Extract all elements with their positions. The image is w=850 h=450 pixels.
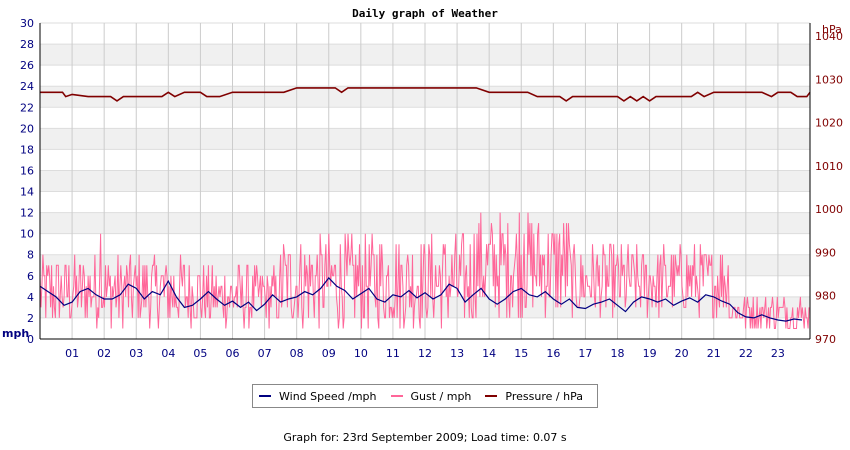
x-tick-label: 19 bbox=[643, 347, 657, 360]
y-right-tick-labels: 970 980 990 1000 1010 1020 1030 1040 bbox=[815, 30, 843, 346]
pressure-series bbox=[40, 87, 811, 102]
y-left-tick-label: 28 bbox=[20, 38, 34, 51]
y-left-unit-label: mph bbox=[2, 327, 29, 340]
x-tick-labels: 01 02 03 04 05 06 07 08 09 10 11 12 13 14 15 16 17 18 19 20… bbox=[65, 347, 785, 360]
pressure-line bbox=[40, 87, 811, 102]
y-left-tick-label: 20 bbox=[20, 122, 34, 135]
x-tick-label: 17 bbox=[578, 347, 592, 360]
x-tick-label: 12 bbox=[418, 347, 432, 360]
y-left-tick-label: 14 bbox=[20, 186, 34, 199]
x-tick-label: 05 bbox=[193, 347, 207, 360]
y-left-tick-label: 10 bbox=[20, 228, 34, 241]
gust-series bbox=[39, 212, 810, 329]
legend-label-gust: Gust / mph bbox=[410, 389, 472, 403]
y-left-tick-label: 6 bbox=[27, 270, 34, 283]
x-tick-label: 10 bbox=[354, 347, 368, 360]
wind-speed-series bbox=[39, 276, 803, 322]
x-tick-label: 07 bbox=[258, 347, 272, 360]
y-right-tick-label: 1010 bbox=[815, 160, 843, 173]
x-tick-label: 01 bbox=[65, 347, 79, 360]
legend-item-wind: Wind Speed /mph bbox=[259, 390, 377, 403]
y-left-tick-label: 18 bbox=[20, 143, 34, 156]
x-tick-label: 22 bbox=[739, 347, 753, 360]
legend-label-wind: Wind Speed /mph bbox=[279, 389, 377, 403]
y-right-tick-label: 1030 bbox=[815, 73, 843, 86]
x-tick-label: 18 bbox=[611, 347, 625, 360]
wind-speed-line bbox=[39, 276, 803, 322]
y-right-tick-label: 1000 bbox=[815, 203, 843, 216]
x-tick-label: 03 bbox=[129, 347, 143, 360]
x-tick-label: 13 bbox=[450, 347, 464, 360]
x-tick-label: 08 bbox=[290, 347, 304, 360]
y-left-tick-label: 8 bbox=[27, 249, 34, 262]
legend-label-pressure: Pressure / hPa bbox=[505, 389, 583, 403]
x-tick-label: 02 bbox=[97, 347, 111, 360]
y-left-tick-label: 2 bbox=[27, 312, 34, 325]
x-tick-label: 09 bbox=[322, 347, 336, 360]
x-tick-label: 15 bbox=[514, 347, 528, 360]
graph-footer-text: Graph for: 23rd September 2009; Load tim… bbox=[283, 431, 567, 444]
chart-legend: Wind Speed /mph Gust / mph Pressure / hP… bbox=[252, 384, 598, 408]
y-left-tick-label: 0 bbox=[27, 333, 34, 346]
legend-swatch-pressure bbox=[485, 395, 498, 397]
y-left-tick-label: 30 bbox=[20, 17, 34, 30]
y-right-unit-label: hPa bbox=[822, 23, 842, 36]
y-right-tick-label: 1020 bbox=[815, 117, 843, 130]
y-right-tick-label: 980 bbox=[815, 290, 836, 303]
x-tick-label: 20 bbox=[675, 347, 689, 360]
gust-line bbox=[39, 212, 810, 329]
x-tick-label: 06 bbox=[226, 347, 240, 360]
legend-item-pressure: Pressure / hPa bbox=[485, 390, 583, 403]
x-tick-label: 16 bbox=[546, 347, 560, 360]
axes bbox=[39, 23, 811, 340]
y-left-tick-label: 4 bbox=[27, 291, 34, 304]
legend-swatch-wind bbox=[259, 395, 271, 397]
y-right-tick-label: 970 bbox=[815, 333, 836, 346]
y-left-tick-label: 12 bbox=[20, 207, 34, 220]
y-right-tick-label: 990 bbox=[815, 246, 836, 259]
legend-item-gust: Gust / mph bbox=[390, 389, 472, 403]
y-left-tick-label: 24 bbox=[20, 80, 34, 93]
legend-swatch-gust bbox=[390, 395, 403, 397]
x-tick-label: 14 bbox=[482, 347, 496, 360]
x-tick-label: 11 bbox=[386, 347, 400, 360]
y-left-tick-label: 16 bbox=[20, 164, 34, 177]
x-tick-label: 23 bbox=[771, 347, 785, 360]
chart-title: Daily graph of Weather bbox=[352, 7, 498, 20]
weather-chart: Daily graph of Weather 02468101214161820… bbox=[2, 7, 843, 360]
y-right-tick-label: 1040 bbox=[815, 30, 843, 43]
y-left-tick-label: 22 bbox=[20, 101, 34, 114]
x-tick-label: 21 bbox=[707, 347, 721, 360]
y-left-tick-label: 26 bbox=[20, 59, 34, 72]
x-tick-label: 04 bbox=[161, 347, 175, 360]
